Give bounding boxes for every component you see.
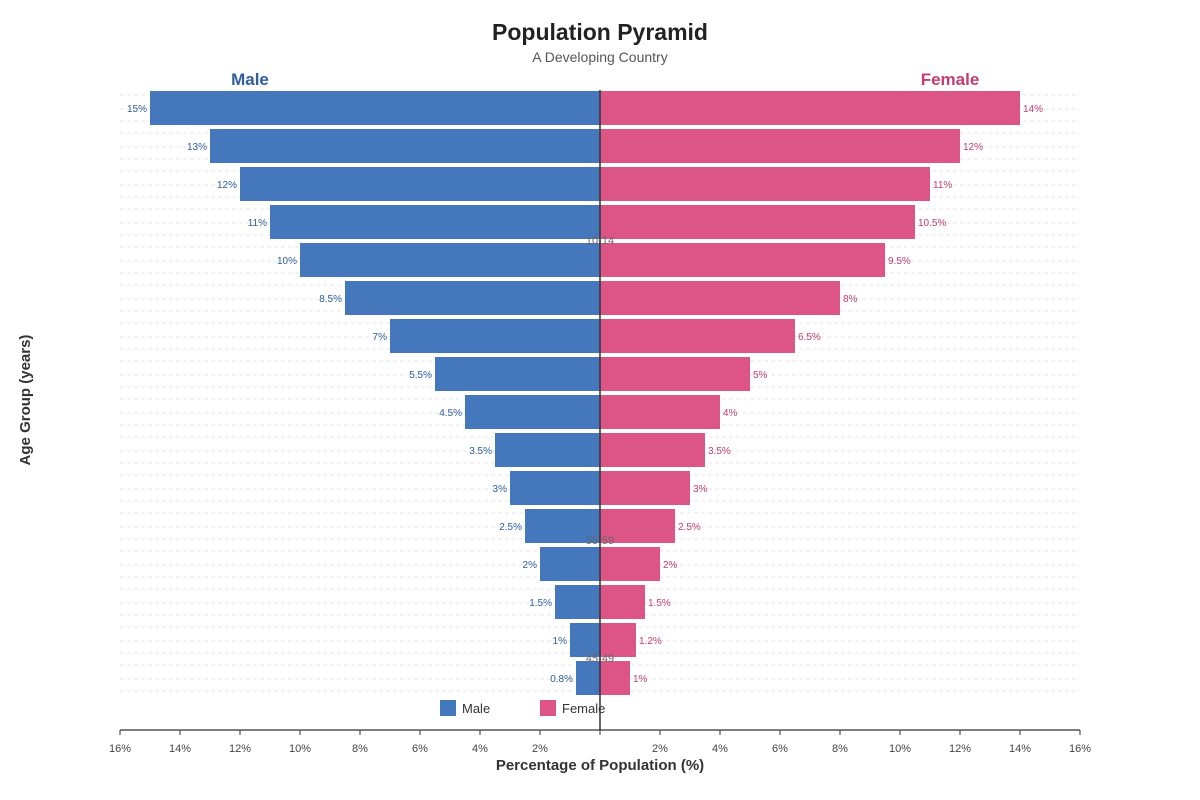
female-bar xyxy=(600,509,675,543)
male-bar xyxy=(540,547,600,581)
female-bar-label: 11% xyxy=(933,180,952,191)
x-tick-label: 8% xyxy=(352,743,368,755)
male-bar xyxy=(465,395,600,429)
x-tick-label: 2% xyxy=(532,743,548,755)
x-tick-label: 6% xyxy=(772,743,788,755)
male-bar xyxy=(240,167,600,201)
male-bar xyxy=(345,281,600,315)
x-tick-label: 10% xyxy=(289,743,311,755)
y-axis-title: Age Group (years) xyxy=(17,335,34,466)
male-bar-label: 3.5% xyxy=(469,446,492,457)
male-bar xyxy=(576,661,600,695)
male-bar xyxy=(150,91,600,125)
female-bar-label: 3.5% xyxy=(708,446,731,457)
x-tick-label: 12% xyxy=(949,743,971,755)
female-bar-label: 6.5% xyxy=(798,332,821,343)
x-axis-title: Percentage of Population (%) xyxy=(496,757,704,774)
female-bar xyxy=(600,129,960,163)
male-bar xyxy=(390,319,600,353)
female-bar-label: 9.5% xyxy=(888,256,911,267)
x-axis: 16% 14% 12% 10% 8% 6% 4% 2% 2% 4% 6% 8% 10% 12% 14% 16% xyxy=(109,729,1091,755)
female-bar xyxy=(600,585,645,619)
female-bar-label: 14% xyxy=(1023,104,1043,115)
x-tick-label: 4% xyxy=(712,743,728,755)
female-bar-label: 1% xyxy=(633,674,648,685)
male-bar-label: 13% xyxy=(187,142,207,153)
male-bar xyxy=(495,433,600,467)
female-side-label: Female xyxy=(921,70,980,89)
female-bar xyxy=(600,433,705,467)
female-bar-label: 5% xyxy=(753,370,768,381)
chart-title: Population Pyramid xyxy=(492,19,708,45)
x-tick-label: 16% xyxy=(1069,743,1091,755)
male-bar-label: 5.5% xyxy=(409,370,432,381)
female-bar xyxy=(600,91,1020,125)
x-tick-label: 14% xyxy=(1009,743,1031,755)
male-bar xyxy=(570,623,600,657)
female-bar-label: 8% xyxy=(843,294,858,305)
male-bar xyxy=(435,357,600,391)
female-bar xyxy=(600,471,690,505)
legend-label-female: Female xyxy=(562,701,605,716)
male-bar-label: 0.8% xyxy=(550,674,573,685)
legend-label-male: Male xyxy=(462,701,490,716)
chart-subtitle: A Developing Country xyxy=(532,49,667,65)
legend-swatch-female xyxy=(540,700,556,716)
female-bar-label: 4% xyxy=(723,408,738,419)
male-bar xyxy=(300,243,600,277)
female-bar-label: 10.5% xyxy=(918,218,946,229)
legend: Male Female xyxy=(440,700,605,716)
male-bar xyxy=(525,509,600,543)
x-tick-label: 4% xyxy=(472,743,488,755)
male-bar-label: 15% xyxy=(127,104,147,115)
male-bar-label: 1% xyxy=(553,636,568,647)
male-bar-label: 7% xyxy=(373,332,388,343)
x-tick-label: 16% xyxy=(109,743,131,755)
female-bar-label: 1.5% xyxy=(648,598,671,609)
female-bar xyxy=(600,395,720,429)
x-tick-label: 6% xyxy=(412,743,428,755)
female-bar xyxy=(600,623,636,657)
male-bar xyxy=(555,585,600,619)
male-bar xyxy=(210,129,600,163)
male-bar-label: 8.5% xyxy=(319,294,342,305)
male-bar xyxy=(510,471,600,505)
male-bar-label: 2.5% xyxy=(499,522,522,533)
x-tick-label: 12% xyxy=(229,743,251,755)
male-bar xyxy=(270,205,600,239)
male-bar-label: 10% xyxy=(277,256,297,267)
x-tick-label: 14% xyxy=(169,743,191,755)
male-bar-label: 12% xyxy=(217,180,237,191)
female-bar xyxy=(600,319,795,353)
female-bar xyxy=(600,661,630,695)
x-tick-label: 10% xyxy=(889,743,911,755)
female-bar xyxy=(600,357,750,391)
female-bar xyxy=(600,243,885,277)
female-bar-label: 2.5% xyxy=(678,522,701,533)
male-bar-label: 1.5% xyxy=(529,598,552,609)
female-bar-label: 1.2% xyxy=(639,636,662,647)
x-tick-label: 8% xyxy=(832,743,848,755)
female-bar-label: 2% xyxy=(663,560,678,571)
male-bar-label: 2% xyxy=(523,560,538,571)
female-bar-label: 3% xyxy=(693,484,708,495)
female-bar xyxy=(600,167,930,201)
male-bar-label: 3% xyxy=(493,484,508,495)
male-side-label: Male xyxy=(231,70,269,89)
legend-swatch-male xyxy=(440,700,456,716)
female-bar xyxy=(600,205,915,239)
female-bar xyxy=(600,547,660,581)
female-bar-label: 12% xyxy=(963,142,983,153)
bars-group: 15% 14% 13% 12% 12% 11% 11% 10.5% 10% 9.5% 8.5% 8% 7… xyxy=(127,91,1043,695)
male-bar-label: 4.5% xyxy=(439,408,462,419)
x-tick-label: 2% xyxy=(652,743,668,755)
male-bar-label: 11% xyxy=(248,218,267,229)
female-bar xyxy=(600,281,840,315)
